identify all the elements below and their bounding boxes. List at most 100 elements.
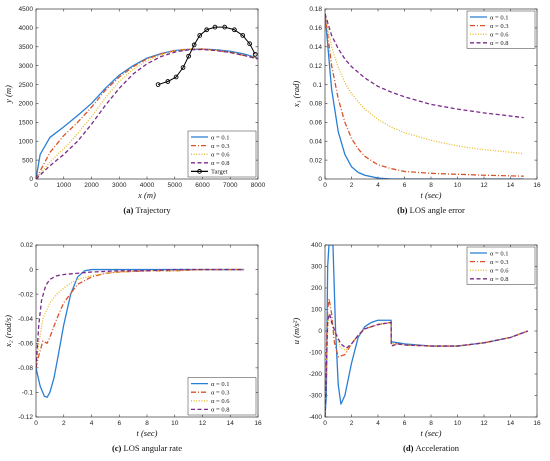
y-tick-label: 2000 [19,101,34,108]
x-tick-label: 14 [507,420,515,427]
series-line-2 [325,13,524,177]
x-tick-label: 16 [533,420,541,427]
caption-text: Acceleration [416,443,460,453]
legend: α = 0.1α = 0.3α = 0.6α = 0.8 [466,246,536,285]
x-tick-label: 2 [350,182,354,189]
x-tick-label: 6000 [195,182,210,189]
x-tick-label: 4 [376,420,380,427]
y-tick-label: 0.02 [309,157,322,164]
y-tick-label: -0.1 [22,390,34,397]
legend-label: α = 0.3 [490,259,508,266]
caption-letter: (d) [403,443,416,453]
legend-label: α = 0.6 [211,398,230,405]
y-tick-label: -0.08 [18,365,33,372]
target-marker [197,33,203,38]
series-line-4 [325,313,528,417]
legend: α = 0.1α = 0.3α = 0.6α = 0.8 [466,10,536,49]
y-tick-label: 500 [22,157,33,164]
series-line-4 [36,268,245,368]
y-tick-label: -400 [309,414,322,421]
x-tick-label: 5000 [168,182,183,189]
caption-letter: (c) [112,443,124,453]
series-group [325,245,528,417]
y-axis-label: y (m) [3,85,13,104]
series-group [36,24,258,179]
y-tick-label: 0 [318,176,322,183]
x-tick-label: 4 [376,182,380,189]
y-tick-label: -200 [309,371,322,378]
x-tick-label: 8 [429,420,433,427]
y-tick-label: -300 [309,393,322,400]
legend-label: α = 0.3 [490,23,508,30]
y-tick-label: 0 [318,328,322,335]
y-tick-label: 0.08 [309,101,322,108]
y-tick-label: 0.18 [309,6,322,13]
x-tick-label: 16 [254,420,262,427]
x-axis-label: t (sec) [420,428,441,438]
target-marker [165,79,171,84]
chart-panel-3: 0 2 4 6 8 10 12 14 16 -0.12 -0.1 -0.08 -0.06 -0.04 -0.… [3,242,262,453]
target-marker [247,41,253,47]
y-tick-label: 0.1 [313,82,322,89]
plot-frame [35,8,259,180]
y-tick-label: 300 [311,264,322,271]
series-line-1 [325,13,524,179]
x-tick-label: 8 [429,182,433,189]
legend-label: α = 0.6 [211,152,230,159]
y-tick-label: 100 [311,307,322,314]
x-tick-label: 2000 [84,182,99,189]
x-tick-label: 8000 [251,182,266,189]
y-axis-label: x₁ (rad) [291,81,301,108]
caption-text: LOS angular rate [124,443,183,453]
y-tick-label: 400 [311,242,322,249]
legend: α = 0.1α = 0.3α = 0.6α = 0.8 [187,377,257,416]
x-axis-label: t (sec) [136,428,157,438]
y-tick-label: 0.14 [309,44,322,51]
caption-letter: (b) [397,205,410,215]
target-marker [252,51,258,57]
caption-text: Trajectory [135,205,171,215]
target-marker [191,42,197,48]
y-tick-label: 4500 [19,6,34,13]
x-tick-label: 12 [199,420,207,427]
target-marker [240,33,246,38]
x-tick-label: 6 [117,420,121,427]
series-group [325,13,524,179]
y-tick-label: 3000 [19,63,34,70]
chart-panel-4: 0 2 4 6 8 10 12 14 16 -400 -300 -200 -100 0 100 200 300 4… [291,242,541,453]
x-tick-label: 10 [454,420,462,427]
x-tick-label: 2 [62,420,66,427]
y-tick-label: 2500 [19,82,34,89]
x-tick-label: 10 [171,420,179,427]
y-tick-label: 4000 [19,25,34,32]
legend-label: α = 0.8 [211,160,229,167]
legend-label: α = 0.8 [490,276,508,283]
series-line-4 [36,48,258,179]
y-tick-label: -0.02 [18,291,33,298]
x-tick-label: 16 [533,182,541,189]
legend-label: Target [211,169,228,176]
series-line-3 [325,13,524,155]
y-tick-label: 3500 [19,44,34,51]
legend-label: α = 0.1 [211,134,229,141]
panel-caption: (d) Acceleration [403,443,460,453]
x-tick-label: 7000 [223,182,238,189]
y-tick-label: -0.04 [18,316,33,323]
series-line-3 [325,313,528,417]
x-tick-label: 8 [145,420,149,427]
legend-label: α = 0.1 [490,14,508,21]
series-line-4 [325,13,524,119]
chart-panel-2: 0 2 4 6 8 10 12 14 16 0 0.02 0.04 0.06 0.08 0.1 0.12 0.1… [291,6,541,215]
series-line-2 [36,268,245,369]
y-tick-label: 0.06 [309,120,322,127]
y-axis-label: u (m/s²) [291,318,301,345]
y-tick-label: 0 [29,267,33,274]
y-tick-label: 200 [311,285,322,292]
legend-label: α = 0.1 [490,250,508,257]
x-axis-label: t (sec) [420,190,441,200]
series-group [36,268,245,398]
x-tick-label: 4000 [140,182,155,189]
target-marker [232,27,237,33]
x-tick-label: 0 [34,420,38,427]
